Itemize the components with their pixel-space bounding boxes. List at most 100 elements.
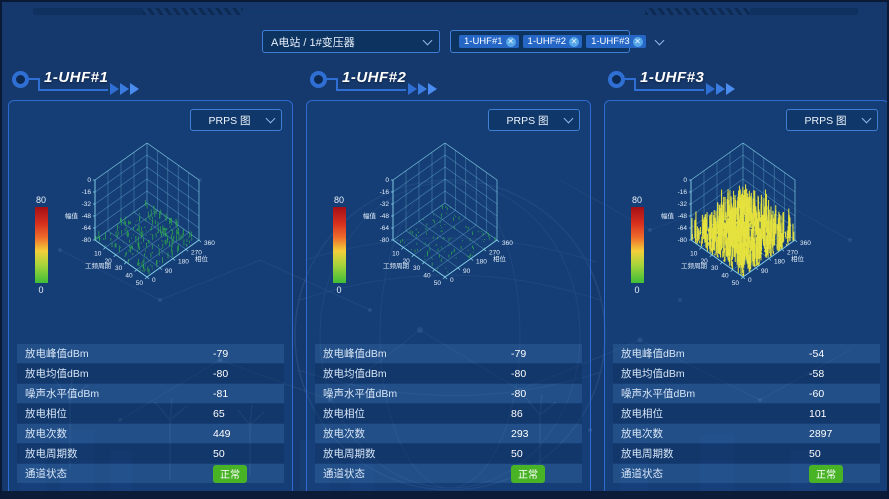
metric-row: 放电峰值dBm -79 [315, 344, 582, 363]
sensor-multiselect[interactable]: 1-UHF#1 1-UHF#2 1-UHF#3 [450, 30, 665, 53]
svg-text:-32: -32 [82, 201, 92, 208]
metric-label: 放电均值dBm [25, 368, 89, 380]
svg-text:50: 50 [136, 280, 144, 287]
metric-label: 放电峰值dBm [621, 348, 685, 360]
sensor-tag-uhf1[interactable]: 1-UHF#1 [459, 35, 519, 48]
metric-label: 放电周期数 [323, 448, 376, 460]
header-connector-line [327, 78, 406, 91]
svg-text:-64: -64 [82, 225, 92, 232]
metric-row: 放电次数 293 [315, 424, 582, 443]
chevron-down-icon [422, 35, 433, 45]
svg-text:40: 40 [125, 273, 133, 280]
status-badge: 正常 [809, 464, 843, 483]
metric-value: -79 [511, 347, 527, 360]
svg-text:30: 30 [115, 265, 123, 272]
panel-title: 1-UHF#2 [342, 69, 407, 86]
colorbar-min: 0 [634, 285, 640, 295]
metric-label: 放电相位 [323, 408, 365, 420]
metric-value: 101 [809, 407, 827, 420]
metric-value: 293 [511, 427, 529, 440]
svg-text:40: 40 [721, 273, 729, 280]
svg-text:270: 270 [489, 249, 500, 256]
metric-value: 50 [511, 447, 523, 460]
metric-label: 放电峰值dBm [323, 348, 387, 360]
svg-text:0: 0 [152, 277, 156, 284]
svg-text:-48: -48 [678, 213, 688, 220]
svg-text:360: 360 [502, 240, 513, 247]
svg-text:-64: -64 [678, 225, 688, 232]
panel-uhf3: 1-UHF#3 PRPS 图 80 0 0 -16 -32 -48 -64 -80 幅值 10… [604, 66, 889, 499]
triple-arrow-icon [110, 83, 139, 95]
metric-label: 噪声水平值dBm [323, 388, 398, 400]
chart-type-select[interactable]: PRPS 图 [786, 109, 878, 131]
colorbar-min: 0 [336, 285, 342, 295]
metrics-table: 放电峰值dBm -79 放电均值dBm -80 噪声水平值dBm -80 放电相位 86 放电次… [315, 344, 582, 484]
metric-value: -60 [809, 387, 825, 400]
svg-text:30: 30 [413, 265, 421, 272]
metric-value: -80 [511, 387, 527, 400]
colorbar-gradient [630, 207, 644, 283]
metric-row: 放电周期数 50 [613, 444, 880, 463]
svg-text:-80: -80 [380, 237, 390, 244]
ring-icon [12, 71, 29, 88]
metric-row: 放电均值dBm -80 [315, 364, 582, 383]
colorbar-max: 80 [333, 195, 344, 205]
metric-row: 放电相位 86 [315, 404, 582, 423]
svg-text:工频周期: 工频周期 [85, 261, 112, 270]
svg-text:-48: -48 [380, 213, 390, 220]
colorbar: 80 0 [627, 195, 647, 295]
header-connector-line [29, 78, 108, 91]
metric-label: 放电均值dBm [621, 368, 685, 380]
sensor-tag-label: 1-UHF#1 [464, 36, 503, 47]
metric-row: 放电均值dBm -58 [613, 364, 880, 383]
panel-body: PRPS 图 80 0 0 -16 -32 -48 -64 -80 幅值 10 20 30 40 50… [306, 100, 591, 499]
svg-text:180: 180 [178, 259, 189, 266]
metric-label: 放电次数 [621, 428, 663, 440]
metric-label: 通道状态 [323, 468, 365, 480]
chart-type-value: PRPS 图 [804, 114, 847, 127]
svg-text:360: 360 [800, 240, 811, 247]
svg-text:工频周期: 工频周期 [383, 261, 410, 270]
svg-text:0: 0 [450, 277, 454, 284]
chart-type-value: PRPS 图 [208, 114, 251, 127]
svg-text:相位: 相位 [195, 254, 209, 263]
svg-text:30: 30 [711, 265, 719, 272]
svg-text:-64: -64 [380, 225, 390, 232]
svg-text:40: 40 [423, 273, 431, 280]
svg-text:90: 90 [761, 268, 769, 275]
remove-tag-icon[interactable] [632, 36, 643, 47]
metric-value: 50 [213, 447, 225, 460]
metric-value: 2897 [809, 427, 833, 440]
svg-text:-80: -80 [678, 237, 688, 244]
panel-header: 1-UHF#2 [306, 66, 591, 100]
top-decoration [0, 8, 889, 18]
svg-text:-16: -16 [380, 189, 390, 196]
colorbar-max: 80 [631, 195, 642, 205]
svg-text:50: 50 [434, 280, 442, 287]
metric-label: 放电周期数 [25, 448, 78, 460]
chart-type-select[interactable]: PRPS 图 [190, 109, 282, 131]
sensor-tag-label: 1-UHF#2 [527, 36, 567, 47]
svg-text:-16: -16 [82, 189, 92, 196]
svg-text:工频周期: 工频周期 [681, 261, 708, 270]
svg-text:-32: -32 [380, 201, 390, 208]
sensor-tag-uhf2[interactable]: 1-UHF#2 [522, 35, 583, 48]
metric-row: 放电周期数 50 [315, 444, 582, 463]
remove-tag-icon[interactable] [569, 36, 580, 47]
remove-tag-icon[interactable] [505, 36, 516, 47]
chart-type-select[interactable]: PRPS 图 [488, 109, 580, 131]
metric-value: -79 [213, 347, 229, 360]
metric-label: 放电次数 [323, 428, 365, 440]
svg-text:90: 90 [165, 268, 173, 275]
metric-row: 放电峰值dBm -54 [613, 344, 880, 363]
metric-value: -54 [809, 347, 825, 360]
station-select[interactable]: A电站 / 1#变压器 [262, 30, 440, 53]
metric-label: 通道状态 [25, 468, 67, 480]
status-badge: 正常 [213, 464, 247, 483]
colorbar-min: 0 [38, 285, 44, 295]
colorbar-max: 80 [35, 195, 46, 205]
panel-title: 1-UHF#1 [44, 69, 109, 86]
panel-body: PRPS 图 80 0 0 -16 -32 -48 -64 -80 幅值 10 20 30 40 50… [8, 100, 293, 499]
sensor-tag-uhf3[interactable]: 1-UHF#3 [586, 35, 646, 48]
